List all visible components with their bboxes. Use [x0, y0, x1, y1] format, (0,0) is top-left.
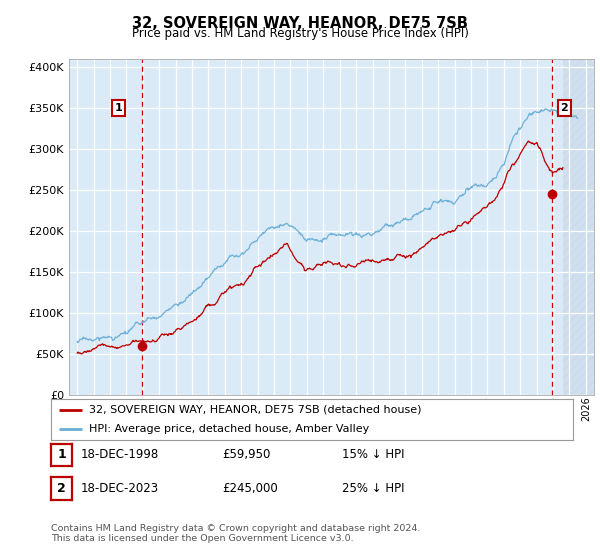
- Bar: [563, 59, 594, 395]
- Text: 25% ↓ HPI: 25% ↓ HPI: [342, 482, 404, 495]
- Bar: [563, 59, 594, 395]
- Text: 15% ↓ HPI: 15% ↓ HPI: [342, 448, 404, 461]
- Text: Contains HM Land Registry data © Crown copyright and database right 2024.
This d: Contains HM Land Registry data © Crown c…: [51, 524, 421, 543]
- Text: £59,950: £59,950: [222, 448, 271, 461]
- Text: 18-DEC-1998: 18-DEC-1998: [81, 448, 159, 461]
- Text: HPI: Average price, detached house, Amber Valley: HPI: Average price, detached house, Ambe…: [89, 423, 369, 433]
- Text: 32, SOVEREIGN WAY, HEANOR, DE75 7SB: 32, SOVEREIGN WAY, HEANOR, DE75 7SB: [132, 16, 468, 31]
- Text: 32, SOVEREIGN WAY, HEANOR, DE75 7SB (detached house): 32, SOVEREIGN WAY, HEANOR, DE75 7SB (det…: [89, 405, 421, 415]
- Text: 1: 1: [57, 448, 66, 461]
- Text: £245,000: £245,000: [222, 482, 278, 495]
- Text: Price paid vs. HM Land Registry's House Price Index (HPI): Price paid vs. HM Land Registry's House …: [131, 27, 469, 40]
- Text: 2: 2: [57, 482, 66, 495]
- Text: 18-DEC-2023: 18-DEC-2023: [81, 482, 159, 495]
- Text: 1: 1: [115, 103, 122, 113]
- Text: 2: 2: [560, 103, 568, 113]
